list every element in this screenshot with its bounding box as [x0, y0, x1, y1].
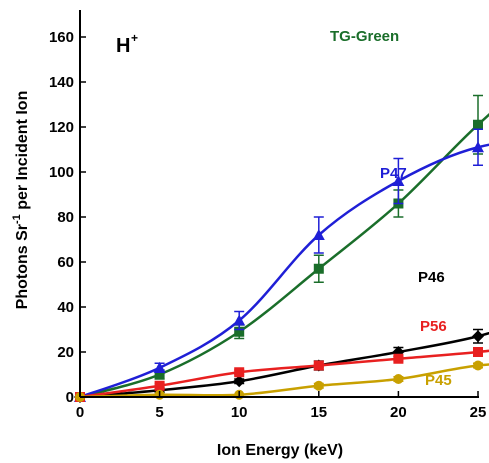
- ion-annotation: H: [116, 35, 130, 57]
- y-tick-label: 100: [49, 164, 74, 181]
- y-tick-label: 140: [49, 74, 74, 91]
- series-label-p46: P46: [418, 269, 445, 286]
- y-tick-label: 40: [57, 299, 74, 316]
- data-point-tg-green: [234, 326, 245, 337]
- data-point-p46: [233, 375, 246, 388]
- series-line-p56: [79, 349, 489, 399]
- series-label-p56: P56: [420, 318, 447, 335]
- y-tick-label: 60: [57, 254, 74, 271]
- data-point-tg-green: [313, 263, 324, 274]
- y-axis-title: Photons Sr-1 per Incident Ion: [11, 91, 31, 310]
- x-tick-label: 15: [310, 404, 327, 421]
- axes-layer: 05101520253035020406080100120140160: [49, 10, 487, 421]
- data-point-p56: [393, 353, 404, 364]
- y-axis-title-main: Photons Sr: [14, 224, 31, 309]
- data-point-p47: [153, 361, 166, 373]
- y-tick-label: 0: [66, 389, 74, 406]
- data-point-p56: [234, 367, 245, 378]
- y-tick-label: 20: [57, 344, 74, 361]
- x-axis-title: Ion Energy (keV): [217, 442, 343, 459]
- data-point-p46: [472, 330, 484, 343]
- data-point-p47: [472, 141, 484, 153]
- series-label-p47: P47: [380, 165, 407, 182]
- series-line-p45: [79, 363, 489, 399]
- x-tick-label: 10: [231, 404, 248, 421]
- x-tick-label: 25: [470, 404, 487, 421]
- y-tick-label: 160: [49, 29, 74, 46]
- x-tick-label: 20: [390, 404, 407, 421]
- data-point-p56: [313, 360, 324, 371]
- series-line-tg-green: [79, 113, 489, 399]
- y-axis-title-sup: -1: [11, 214, 23, 224]
- series-label-tg-green: TG-Green: [330, 28, 399, 45]
- series-p47: [74, 128, 489, 402]
- series-label-p45: P45: [425, 372, 452, 389]
- series-line-p46: [79, 331, 489, 399]
- data-point-p56: [473, 347, 483, 357]
- series-line-p47: [79, 143, 489, 399]
- labels-layer: Ion Energy (keV) Photons Sr-1 per Inciden…: [11, 28, 452, 459]
- data-point-p45: [393, 374, 404, 384]
- y-tick-label: 120: [49, 119, 74, 136]
- data-point-tg-green: [473, 119, 483, 130]
- data-point-p47: [392, 175, 405, 186]
- data-point-p47: [233, 314, 246, 326]
- x-tick-label: 5: [155, 404, 163, 421]
- ion-annotation-sup: +: [131, 31, 138, 45]
- data-point-p45: [313, 380, 324, 391]
- y-tick-label: 80: [57, 209, 74, 226]
- data-point-p47: [312, 229, 325, 240]
- data-point-tg-green: [154, 369, 165, 380]
- data-point-p45: [473, 360, 483, 371]
- y-axis-title-rest: per Incident Ion: [14, 91, 31, 215]
- x-tick-label: 0: [76, 404, 84, 421]
- data-point-p56: [154, 380, 165, 391]
- series-layer: [74, 94, 489, 403]
